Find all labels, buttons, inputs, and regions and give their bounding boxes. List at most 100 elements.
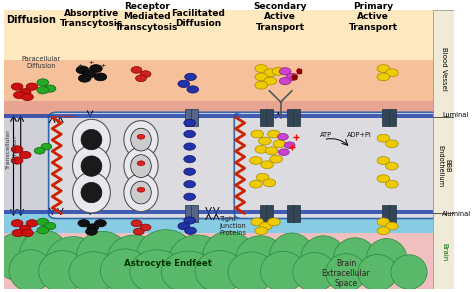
Ellipse shape	[203, 231, 255, 280]
Text: Aluminal: Aluminal	[442, 211, 471, 217]
Bar	[287, 205, 294, 222]
Ellipse shape	[366, 239, 407, 279]
Circle shape	[251, 218, 264, 226]
Circle shape	[264, 77, 277, 85]
Ellipse shape	[131, 155, 151, 178]
Ellipse shape	[228, 252, 275, 292]
Circle shape	[277, 133, 288, 140]
Circle shape	[136, 75, 146, 82]
Ellipse shape	[391, 255, 427, 289]
Circle shape	[184, 119, 195, 126]
Circle shape	[26, 220, 38, 227]
Bar	[389, 205, 396, 222]
Circle shape	[255, 65, 268, 72]
Bar	[4, 233, 433, 289]
Circle shape	[178, 223, 190, 230]
Circle shape	[377, 65, 390, 72]
Circle shape	[19, 88, 31, 96]
Ellipse shape	[269, 233, 314, 280]
Circle shape	[37, 87, 49, 94]
Ellipse shape	[0, 233, 40, 280]
Circle shape	[255, 145, 268, 153]
Circle shape	[11, 146, 23, 153]
Circle shape	[37, 227, 49, 234]
Circle shape	[264, 69, 277, 77]
Circle shape	[13, 91, 25, 99]
Text: Tight
Junction
Proteins: Tight Junction Proteins	[220, 216, 247, 236]
Ellipse shape	[69, 252, 118, 292]
Ellipse shape	[130, 130, 144, 138]
Circle shape	[19, 225, 31, 232]
Circle shape	[386, 140, 398, 148]
Bar	[433, 10, 454, 289]
Ellipse shape	[79, 129, 94, 138]
Text: ADP+Pi: ADP+Pi	[347, 133, 372, 138]
Circle shape	[94, 73, 107, 81]
Circle shape	[137, 187, 145, 192]
Circle shape	[95, 220, 106, 227]
Ellipse shape	[130, 182, 144, 191]
Ellipse shape	[19, 230, 69, 280]
Circle shape	[256, 173, 269, 181]
Ellipse shape	[9, 250, 52, 291]
Circle shape	[184, 168, 195, 175]
Ellipse shape	[293, 253, 336, 291]
Circle shape	[26, 83, 38, 90]
Circle shape	[78, 220, 90, 227]
Circle shape	[22, 93, 33, 100]
Circle shape	[22, 230, 33, 237]
Ellipse shape	[81, 129, 102, 150]
Circle shape	[278, 149, 289, 156]
Ellipse shape	[333, 238, 377, 279]
Bar	[4, 213, 433, 239]
Ellipse shape	[107, 235, 161, 282]
Circle shape	[259, 222, 272, 230]
Circle shape	[184, 180, 195, 188]
Bar	[266, 109, 273, 126]
Bar	[293, 205, 301, 222]
Bar	[191, 205, 198, 222]
Circle shape	[263, 179, 276, 187]
Circle shape	[268, 130, 280, 138]
Text: ATP: ATP	[320, 133, 332, 138]
Circle shape	[255, 73, 268, 81]
Ellipse shape	[73, 172, 110, 213]
Circle shape	[386, 162, 398, 170]
Circle shape	[279, 68, 291, 75]
Text: Blood Vessel: Blood Vessel	[441, 47, 447, 91]
Circle shape	[76, 66, 89, 74]
Circle shape	[255, 81, 268, 89]
Ellipse shape	[124, 147, 158, 185]
Circle shape	[185, 227, 196, 234]
Circle shape	[12, 230, 24, 237]
Circle shape	[377, 218, 390, 226]
Ellipse shape	[130, 156, 144, 165]
Bar	[383, 205, 390, 222]
Circle shape	[268, 218, 280, 226]
Text: +: +	[78, 63, 83, 68]
Ellipse shape	[195, 251, 245, 292]
Circle shape	[11, 220, 23, 227]
Circle shape	[19, 151, 31, 159]
Circle shape	[377, 73, 390, 81]
Text: Absorptive
Transcytosis: Absorptive Transcytosis	[60, 9, 123, 28]
Circle shape	[11, 83, 23, 90]
Circle shape	[34, 147, 45, 154]
Text: Secondary
Active
Transport: Secondary Active Transport	[254, 2, 307, 32]
Circle shape	[265, 147, 278, 155]
Circle shape	[259, 137, 271, 145]
Circle shape	[37, 218, 49, 225]
Circle shape	[261, 161, 273, 168]
Ellipse shape	[39, 251, 86, 292]
FancyBboxPatch shape	[49, 112, 246, 218]
Ellipse shape	[301, 236, 346, 280]
Circle shape	[86, 228, 97, 235]
Circle shape	[270, 155, 283, 163]
Text: Brain: Brain	[441, 243, 447, 262]
Text: Receptor
Mediated
Transcytosis: Receptor Mediated Transcytosis	[115, 2, 179, 32]
Circle shape	[272, 67, 285, 75]
Bar	[185, 205, 192, 222]
Circle shape	[178, 80, 190, 88]
Ellipse shape	[100, 249, 150, 292]
Circle shape	[185, 73, 196, 81]
